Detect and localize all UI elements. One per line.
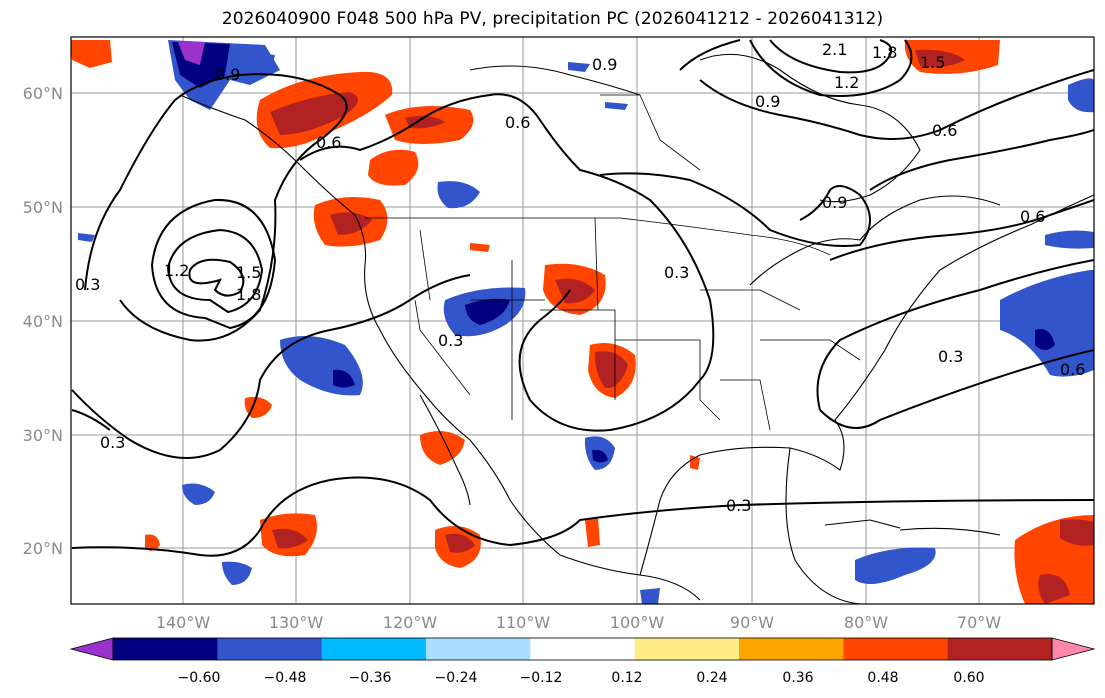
colorbar-segment: [321, 638, 427, 660]
colorbar-tick: −0.24: [435, 670, 478, 686]
contour-label: 0.3: [938, 347, 963, 366]
political-borders: [365, 94, 861, 431]
contour-label: 0.9: [755, 92, 780, 111]
colorbar-tick: 0.12: [611, 670, 642, 686]
colorbar: [69, 637, 1096, 661]
colorbar-outline: [112, 637, 1053, 661]
lon-label: 130°W: [269, 613, 324, 632]
colorbar-segment: [947, 638, 1053, 660]
colorbar-tick: −0.12: [520, 670, 563, 686]
lon-label: 140°W: [156, 613, 211, 632]
lat-label: 50°N: [23, 198, 63, 217]
colorbar-tick: 0.24: [696, 670, 727, 686]
contour-label: 0.6: [316, 133, 341, 152]
contour-label: 0.6: [1060, 360, 1085, 379]
contour-label: 1.5: [236, 263, 261, 282]
colorbar-segment: [426, 638, 531, 660]
latitude-labels: 60°N 50°N 40°N 30°N 20°N: [23, 84, 63, 558]
map-border: [70, 36, 1095, 605]
lon-label: 90°W: [730, 613, 774, 632]
contour-label: 1.5: [920, 53, 945, 72]
colorbar-tick: 0.60: [953, 670, 984, 686]
colorbar-extend-max: [1051, 637, 1096, 661]
lon-label: 80°W: [844, 613, 888, 632]
colorbar-segment: [530, 638, 636, 660]
colorbar-segment: [113, 638, 218, 660]
lon-label: 110°W: [496, 613, 551, 632]
lat-label: 60°N: [23, 84, 63, 103]
colorbar-tick: 0.36: [782, 670, 813, 686]
colorbar-tick: −0.48: [264, 670, 307, 686]
contour-label: 0.6: [932, 121, 957, 140]
lon-label: 120°W: [383, 613, 438, 632]
lat-label: 40°N: [23, 312, 63, 331]
colorbar-tick: 0.48: [867, 670, 898, 686]
contour-label: 0.3: [438, 331, 463, 350]
contour-label: 0.3: [100, 433, 125, 452]
contour-label: 0.6: [505, 113, 530, 132]
colorbar-segment: [843, 638, 949, 660]
colorbar-ticks: −0.60 −0.48 −0.36 −0.24 −0.12 0.12 0.24 …: [178, 670, 985, 686]
pv-contours: [71, 39, 1094, 557]
colorbar-tick: −0.36: [349, 670, 392, 686]
contour-label: 1.8: [236, 285, 261, 304]
precip-shading: [71, 40, 1094, 604]
graticule: [71, 37, 1094, 604]
colorbar-segment: [739, 638, 844, 660]
contour-label: 0.9: [215, 65, 240, 84]
contour-label: 0.3: [75, 275, 100, 294]
contour-label: 0.6: [1020, 207, 1045, 226]
contour-label: 2.1: [822, 40, 847, 59]
contour-label: 1.2: [834, 73, 859, 92]
contour-label: 0.3: [664, 263, 689, 282]
coastlines: [179, 53, 1094, 604]
lat-label: 20°N: [23, 539, 63, 558]
contour-label: 1.2: [164, 261, 189, 280]
map-title: 2026040900 F048 500 hPa PV, precipitatio…: [221, 9, 884, 29]
contour-label: 0.9: [822, 193, 847, 212]
contour-label: 0.9: [592, 55, 617, 74]
colorbar-segment: [217, 638, 323, 660]
lon-label: 100°W: [610, 613, 665, 632]
colorbar-segment: [634, 638, 740, 660]
lon-label: 70°W: [957, 613, 1001, 632]
colorbar-tick: −0.60: [178, 670, 221, 686]
colorbar-extend-min: [69, 637, 114, 661]
lat-label: 30°N: [23, 426, 63, 445]
contour-label: 1.8: [872, 43, 897, 62]
longitude-labels: 140°W 130°W 120°W 110°W 100°W 90°W 80°W …: [156, 613, 1001, 632]
contour-label: 0.3: [726, 496, 751, 515]
contour-labels: 0.9 2.1 1.8 1.5 1.2 0.9 0.6 0.6 0.9 0.6 …: [75, 40, 1085, 515]
